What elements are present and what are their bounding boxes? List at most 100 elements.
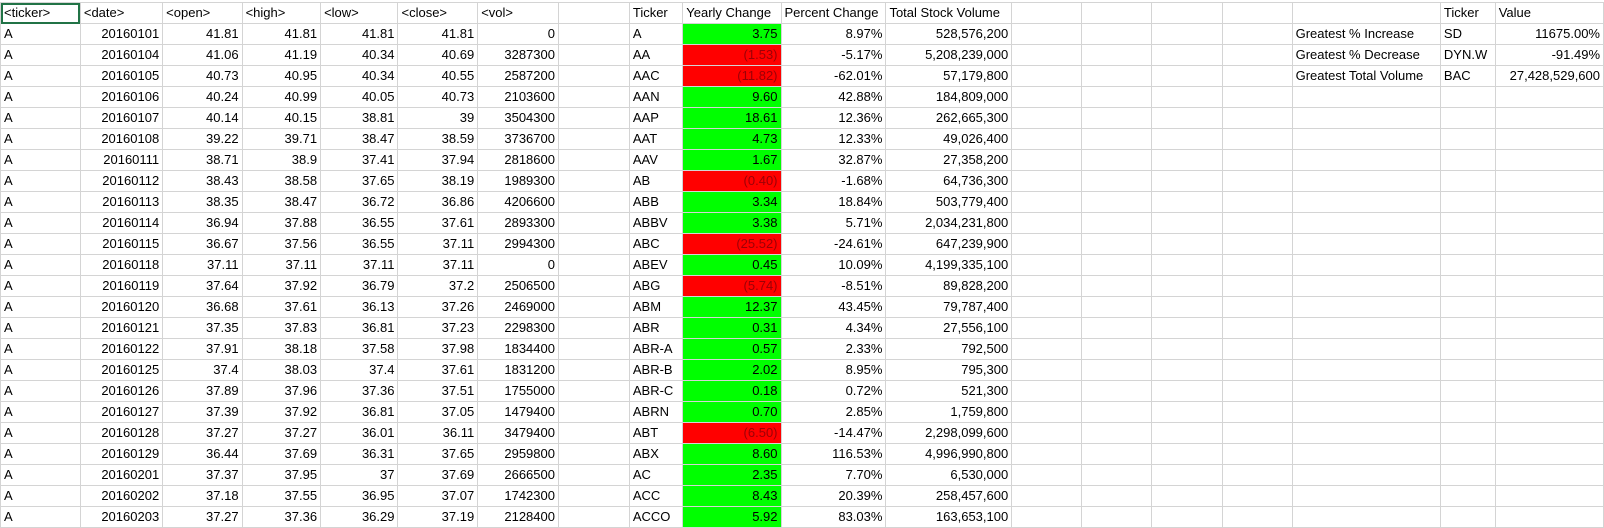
percent-change-cell[interactable]: 83.03% — [780, 506, 887, 528]
empty-cell[interactable] — [557, 233, 630, 255]
empty-cell[interactable] — [1081, 275, 1153, 297]
empty-cell[interactable] — [1221, 2, 1293, 24]
empty-cell[interactable] — [1221, 380, 1293, 402]
empty-cell[interactable] — [1011, 170, 1083, 192]
raw-header-cell[interactable]: <low> — [320, 2, 399, 24]
raw-data-cell[interactable]: 3504300 — [477, 107, 559, 129]
total-volume-cell[interactable]: 5,208,239,000 — [885, 44, 1013, 66]
empty-cell[interactable] — [1081, 317, 1153, 339]
raw-data-cell[interactable]: 37.61 — [397, 359, 479, 381]
total-volume-cell[interactable]: 64,736,300 — [885, 170, 1013, 192]
empty-cell[interactable] — [1494, 296, 1604, 318]
raw-data-cell[interactable]: 37.36 — [320, 380, 399, 402]
raw-data-cell[interactable]: A — [0, 254, 81, 276]
empty-cell[interactable] — [1151, 317, 1223, 339]
percent-change-cell[interactable]: 32.87% — [780, 149, 887, 171]
raw-data-cell[interactable]: 37.92 — [241, 275, 322, 297]
empty-cell[interactable] — [1439, 107, 1496, 129]
summary-ticker-cell[interactable]: ABX — [628, 443, 684, 465]
empty-cell[interactable] — [1439, 149, 1496, 171]
yearly-change-cell[interactable]: 1.67 — [682, 149, 782, 171]
total-volume-cell[interactable]: 792,500 — [885, 338, 1013, 360]
empty-cell[interactable] — [1221, 296, 1293, 318]
raw-data-cell[interactable]: 1755000 — [477, 380, 559, 402]
summary-ticker-cell[interactable]: AAP — [628, 107, 684, 129]
empty-cell[interactable] — [1011, 380, 1083, 402]
raw-data-cell[interactable]: 38.59 — [397, 128, 479, 150]
percent-change-cell[interactable]: 7.70% — [780, 464, 887, 486]
raw-data-cell[interactable]: 37.69 — [397, 464, 479, 486]
percent-change-cell[interactable]: 116.53% — [780, 443, 887, 465]
empty-cell[interactable] — [1439, 296, 1496, 318]
raw-data-cell[interactable]: 37.05 — [397, 401, 479, 423]
raw-data-cell[interactable]: 38.81 — [320, 107, 399, 129]
empty-cell[interactable] — [1011, 485, 1083, 507]
total-volume-cell[interactable]: 2,034,231,800 — [885, 212, 1013, 234]
raw-data-cell[interactable]: 37.56 — [241, 233, 322, 255]
raw-data-cell[interactable]: 40.24 — [162, 86, 243, 108]
empty-cell[interactable] — [1151, 44, 1223, 66]
raw-data-cell[interactable]: A — [0, 338, 81, 360]
empty-cell[interactable] — [1081, 359, 1153, 381]
empty-cell[interactable] — [1081, 128, 1153, 150]
empty-cell[interactable] — [1081, 485, 1153, 507]
percent-change-cell[interactable]: 43.45% — [780, 296, 887, 318]
summary-ticker-cell[interactable]: ACCO — [628, 506, 684, 528]
raw-data-cell[interactable]: A — [0, 170, 81, 192]
raw-data-cell[interactable]: 20160122 — [79, 338, 164, 360]
raw-data-cell[interactable]: 36.55 — [320, 233, 399, 255]
empty-cell[interactable] — [1291, 191, 1441, 213]
empty-cell[interactable] — [1439, 443, 1496, 465]
empty-cell[interactable] — [1494, 506, 1604, 528]
yearly-change-cell[interactable]: 0.45 — [682, 254, 782, 276]
raw-data-cell[interactable]: A — [0, 317, 81, 339]
empty-cell[interactable] — [1221, 254, 1293, 276]
raw-data-cell[interactable]: 3736700 — [477, 128, 559, 150]
empty-cell[interactable] — [1081, 44, 1153, 66]
raw-data-cell[interactable]: 37.69 — [241, 443, 322, 465]
raw-data-cell[interactable]: 36.55 — [320, 212, 399, 234]
raw-data-cell[interactable]: 37.61 — [397, 212, 479, 234]
raw-data-cell[interactable]: 36.01 — [320, 422, 399, 444]
raw-data-cell[interactable]: 20160203 — [79, 506, 164, 528]
raw-data-cell[interactable]: 1479400 — [477, 401, 559, 423]
empty-cell[interactable] — [557, 254, 630, 276]
raw-data-cell[interactable]: A — [0, 506, 81, 528]
empty-cell[interactable] — [1011, 422, 1083, 444]
empty-cell[interactable] — [1221, 401, 1293, 423]
yearly-change-cell[interactable]: 18.61 — [682, 107, 782, 129]
raw-data-cell[interactable]: 3479400 — [477, 422, 559, 444]
yearly-change-cell[interactable]: 0.57 — [682, 338, 782, 360]
raw-data-cell[interactable]: A — [0, 359, 81, 381]
empty-cell[interactable] — [1439, 464, 1496, 486]
greatest-ticker-cell[interactable]: SD — [1439, 23, 1496, 45]
percent-change-cell[interactable]: -62.01% — [780, 65, 887, 87]
raw-data-cell[interactable]: A — [0, 443, 81, 465]
raw-data-cell[interactable]: A — [0, 485, 81, 507]
raw-data-cell[interactable]: A — [0, 296, 81, 318]
greatest-label-cell[interactable]: Greatest Total Volume — [1291, 65, 1441, 87]
raw-data-cell[interactable]: 0 — [477, 23, 559, 45]
raw-data-cell[interactable]: 37.83 — [241, 317, 322, 339]
summary-ticker-cell[interactable]: ABEV — [628, 254, 684, 276]
raw-data-cell[interactable]: 40.34 — [320, 44, 399, 66]
empty-cell[interactable] — [1494, 485, 1604, 507]
empty-cell[interactable] — [1081, 170, 1153, 192]
raw-data-cell[interactable]: 20160201 — [79, 464, 164, 486]
percent-change-cell[interactable]: 8.95% — [780, 359, 887, 381]
empty-cell[interactable] — [1081, 296, 1153, 318]
empty-cell[interactable] — [557, 170, 630, 192]
raw-data-cell[interactable]: 36.31 — [320, 443, 399, 465]
empty-cell[interactable] — [1494, 443, 1604, 465]
empty-cell[interactable] — [1151, 275, 1223, 297]
raw-data-cell[interactable]: 2818600 — [477, 149, 559, 171]
percent-change-cell[interactable]: 20.39% — [780, 485, 887, 507]
empty-cell[interactable] — [1291, 212, 1441, 234]
summary-ticker-cell[interactable]: ABR-C — [628, 380, 684, 402]
raw-data-cell[interactable]: 4206600 — [477, 191, 559, 213]
empty-cell[interactable] — [1291, 149, 1441, 171]
percent-change-cell[interactable]: 5.71% — [780, 212, 887, 234]
raw-data-cell[interactable]: 2666500 — [477, 464, 559, 486]
raw-data-cell[interactable]: 37.11 — [241, 254, 322, 276]
raw-data-cell[interactable]: 37.92 — [241, 401, 322, 423]
